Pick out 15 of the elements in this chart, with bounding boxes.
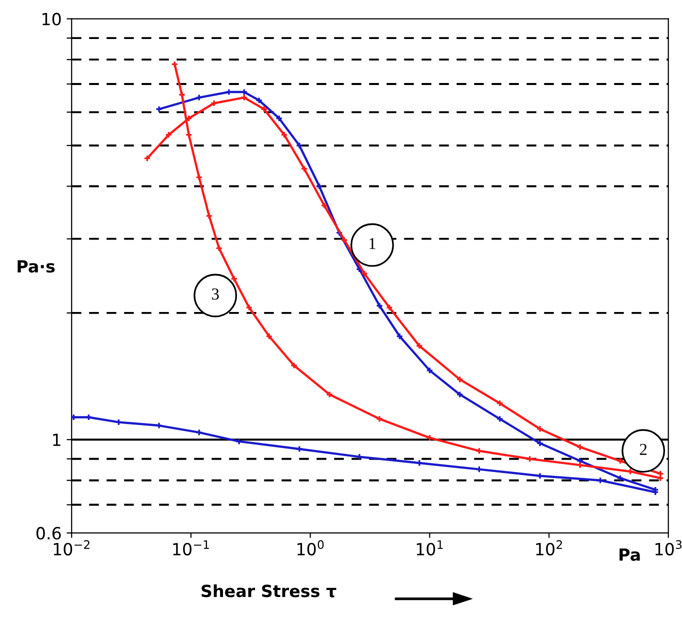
x-tick-label: 10$^{0}$ (297, 540, 324, 556)
x-tick-label: 10$^{1}$ (416, 540, 443, 556)
annotation: 1 (369, 238, 376, 250)
x-tick-label: 10$^{−1}$ (173, 540, 209, 556)
annotation: 2 (640, 444, 647, 455)
y-tick-label: 0.6 (36, 526, 61, 540)
text: Pa (620, 548, 640, 561)
x-tick-label: 10$^{3}$ (656, 540, 682, 556)
y-tick-label: 1 (53, 434, 60, 446)
x-axis-title: Shear Stress τ (202, 584, 336, 598)
x-tick-label: 10$^{2}$ (536, 540, 562, 556)
x-tick-label: 10$^{−2}$ (54, 540, 90, 556)
annotation: 3 (212, 288, 219, 300)
y-tick-label: 10 (42, 12, 61, 26)
y-axis-title: Pa·s (18, 260, 55, 273)
